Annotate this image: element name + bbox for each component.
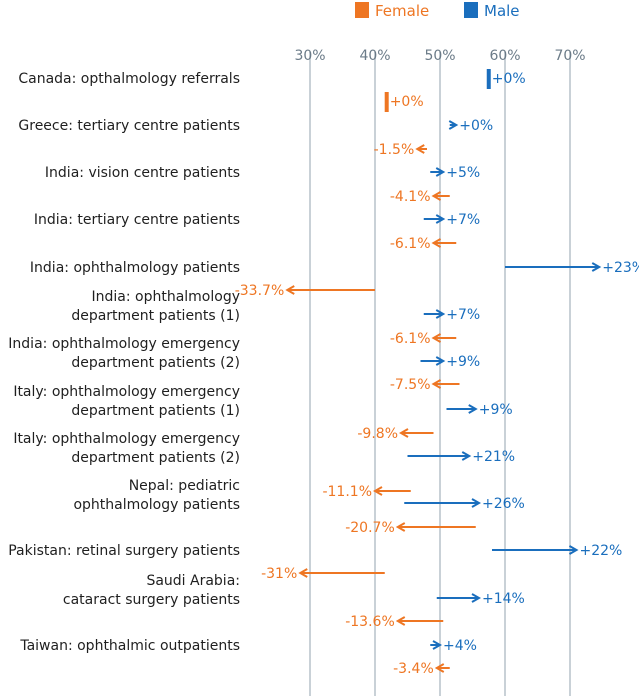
gridlines <box>309 52 571 696</box>
category-label: Italy: ophthalmology emergency <box>13 431 240 447</box>
category-label: Canada: opthalmology referrals <box>18 71 240 87</box>
legend-label-male: Male <box>484 2 520 20</box>
category-label: Nepal: pediatric <box>129 478 240 494</box>
female-change-label: -6.1% <box>390 236 431 252</box>
female-change-label: -6.1% <box>390 331 431 347</box>
x-tick-label: 40% <box>359 48 390 64</box>
legend-swatch-male <box>464 2 478 18</box>
category-label: Taiwan: ophthalmic outpatients <box>19 638 240 654</box>
category-label: India: ophthalmology emergency <box>8 336 240 352</box>
female-change-label: -9.8% <box>357 426 398 442</box>
x-axis-ticks: 30% 40% 50% 60% 70% <box>294 48 585 64</box>
x-tick-label: 30% <box>294 48 325 64</box>
x-tick-label: 70% <box>554 48 585 64</box>
male-change-label: +14% <box>482 591 525 607</box>
female-change-label: -4.1% <box>390 189 431 205</box>
category-label: India: tertiary centre patients <box>34 212 240 228</box>
category-label: Greece: tertiary centre patients <box>18 118 240 134</box>
category-label: department patients (1) <box>71 403 240 419</box>
male-change-label: +26% <box>482 496 525 512</box>
male-change-label: +9% <box>446 354 480 370</box>
female-marker <box>384 92 389 112</box>
female-change-label: -20.7% <box>345 520 395 536</box>
category-label: India: ophthalmology <box>91 289 240 305</box>
male-change-label: +7% <box>446 212 480 228</box>
male-change-label: +9% <box>479 402 513 418</box>
male-marker <box>486 69 491 89</box>
category-label: India: ophthalmology patients <box>30 260 240 276</box>
category-label: India: vision centre patients <box>45 165 240 181</box>
legend-label-female: Female <box>375 2 429 20</box>
arrow-marks: +0% +0% +0% -1.5% +5% -4.1% +7% -6.1% +23% -33.7%… <box>235 69 639 677</box>
category-label: department patients (1) <box>71 308 240 324</box>
x-tick-label: 60% <box>489 48 520 64</box>
male-change-label: +5% <box>446 165 480 181</box>
female-change-label: -3.4% <box>393 661 434 677</box>
category-label: department patients (2) <box>71 450 240 466</box>
category-label: ophthalmology patients <box>73 497 240 513</box>
male-change-label: +0% <box>492 71 526 87</box>
female-change-label: -13.6% <box>345 614 395 630</box>
category-label: cataract surgery patients <box>63 592 240 608</box>
male-change-label: +23% <box>602 260 639 276</box>
female-upper-change-label: -11.1% <box>322 484 372 500</box>
female-change-label: -31% <box>261 566 297 582</box>
male-change-label: +22% <box>580 543 623 559</box>
female-change-label: +0% <box>390 94 424 110</box>
male-change-label: +4% <box>443 638 477 654</box>
female-change-label: -33.7% <box>235 283 285 299</box>
legend: Female Male <box>355 2 520 20</box>
female-change-label: -1.5% <box>374 142 415 158</box>
category-label: Italy: ophthalmology emergency <box>13 384 240 400</box>
category-label: department patients (2) <box>71 355 240 371</box>
category-labels: Canada: opthalmology referrals Greece: te… <box>8 71 240 654</box>
category-label: Pakistan: retinal surgery patients <box>8 543 240 559</box>
male-change-label: +0% <box>459 118 493 134</box>
male-change-label: +7% <box>446 307 480 323</box>
female-change-label: -7.5% <box>390 377 431 393</box>
x-tick-label: 50% <box>424 48 455 64</box>
male-change-label: +21% <box>472 449 515 465</box>
legend-swatch-female <box>355 2 369 18</box>
category-label: Saudi Arabia: <box>146 573 240 589</box>
